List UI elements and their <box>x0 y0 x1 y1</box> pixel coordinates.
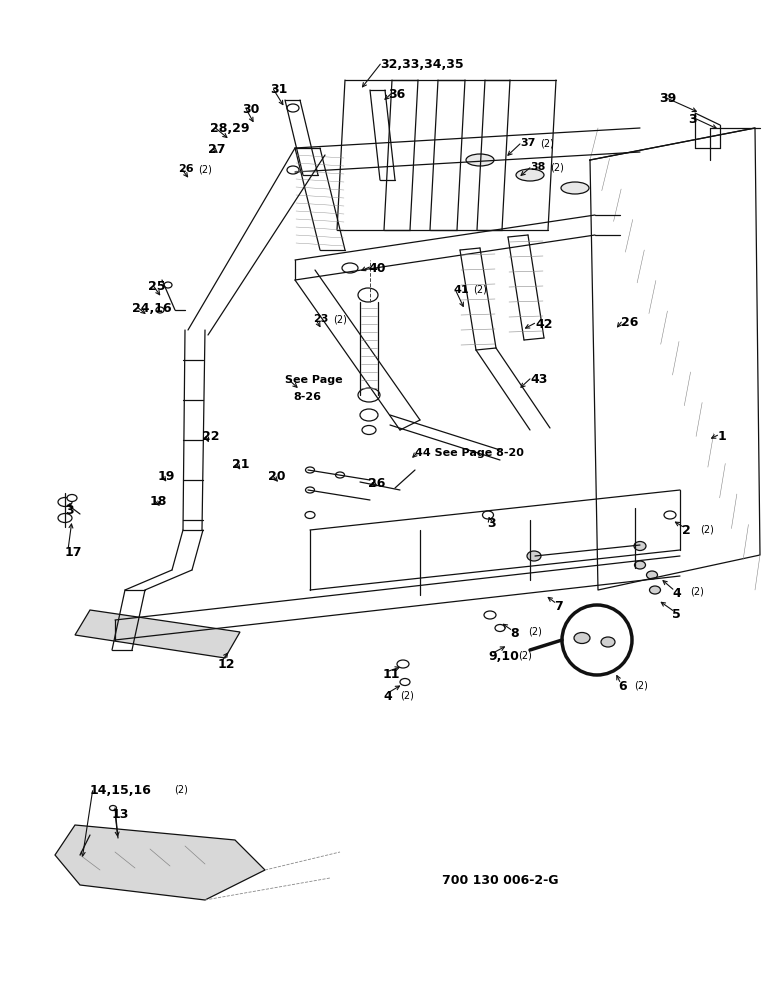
Ellipse shape <box>362 426 376 434</box>
Text: (2): (2) <box>198 164 212 174</box>
Text: (2): (2) <box>333 314 347 324</box>
Ellipse shape <box>306 487 314 493</box>
Ellipse shape <box>400 678 410 686</box>
Text: See Page: See Page <box>285 375 343 385</box>
Text: (2): (2) <box>528 627 542 637</box>
Text: (2): (2) <box>634 680 648 690</box>
Text: 5: 5 <box>672 608 681 621</box>
Ellipse shape <box>287 166 299 174</box>
Text: 41: 41 <box>453 285 469 295</box>
Ellipse shape <box>649 586 661 594</box>
Text: 13: 13 <box>112 808 130 821</box>
Text: 24,16: 24,16 <box>132 302 171 315</box>
Ellipse shape <box>306 467 314 473</box>
Text: (2): (2) <box>690 587 704 597</box>
Text: (2): (2) <box>174 784 188 794</box>
Text: 38: 38 <box>530 162 545 172</box>
Ellipse shape <box>561 182 589 194</box>
Polygon shape <box>55 825 265 900</box>
Text: 3: 3 <box>688 113 696 126</box>
Text: 7: 7 <box>554 600 563 613</box>
Text: 9,10: 9,10 <box>488 650 519 663</box>
Text: 36: 36 <box>388 88 405 101</box>
Text: 12: 12 <box>218 658 235 671</box>
Ellipse shape <box>287 104 299 112</box>
Ellipse shape <box>482 511 493 519</box>
Text: (2): (2) <box>540 138 554 148</box>
Ellipse shape <box>342 263 358 273</box>
Text: 19: 19 <box>158 470 175 483</box>
Ellipse shape <box>336 472 344 478</box>
Text: 8: 8 <box>510 627 519 640</box>
Ellipse shape <box>358 288 378 302</box>
Ellipse shape <box>67 494 77 502</box>
Text: 1: 1 <box>718 430 726 443</box>
Ellipse shape <box>164 282 172 288</box>
Text: (2): (2) <box>518 650 532 660</box>
Text: (2): (2) <box>700 524 714 534</box>
Ellipse shape <box>360 409 378 421</box>
Ellipse shape <box>646 571 658 579</box>
Ellipse shape <box>495 624 505 632</box>
Ellipse shape <box>574 633 590 644</box>
Text: 25: 25 <box>148 280 165 293</box>
Text: 20: 20 <box>268 470 286 483</box>
Text: 700 130 006-2-G: 700 130 006-2-G <box>442 874 558 887</box>
Text: 23: 23 <box>313 314 328 324</box>
Ellipse shape <box>484 611 496 619</box>
Text: 40: 40 <box>368 262 385 275</box>
Ellipse shape <box>466 154 494 166</box>
Text: 28,29: 28,29 <box>210 122 249 135</box>
Text: 30: 30 <box>242 103 259 116</box>
Text: (2): (2) <box>473 285 487 295</box>
Text: 21: 21 <box>232 458 249 471</box>
Text: 3: 3 <box>487 517 496 530</box>
Ellipse shape <box>358 388 380 402</box>
Text: 44 See Page 8-20: 44 See Page 8-20 <box>415 448 524 458</box>
Text: 31: 31 <box>270 83 287 96</box>
Text: 26: 26 <box>368 477 385 490</box>
Text: 42: 42 <box>535 318 553 331</box>
Text: 22: 22 <box>202 430 219 443</box>
Text: 43: 43 <box>530 373 547 386</box>
Text: 39: 39 <box>659 92 676 105</box>
Text: (2): (2) <box>550 162 564 172</box>
Text: 18: 18 <box>150 495 168 508</box>
Text: 6: 6 <box>618 680 627 693</box>
Polygon shape <box>75 610 240 658</box>
Ellipse shape <box>601 637 615 647</box>
Ellipse shape <box>305 512 315 518</box>
Text: 27: 27 <box>208 143 225 156</box>
Text: 4: 4 <box>672 587 681 600</box>
Text: 17: 17 <box>65 546 83 559</box>
Ellipse shape <box>527 551 541 561</box>
Text: (2): (2) <box>400 690 414 700</box>
Ellipse shape <box>635 561 645 569</box>
Ellipse shape <box>664 511 676 519</box>
Ellipse shape <box>397 660 409 668</box>
Text: 2: 2 <box>682 524 691 537</box>
Text: 26: 26 <box>178 164 194 174</box>
Ellipse shape <box>110 806 117 810</box>
Text: 8-26: 8-26 <box>293 392 321 402</box>
Text: 37: 37 <box>520 138 535 148</box>
Text: 3: 3 <box>65 504 73 517</box>
Ellipse shape <box>634 542 646 550</box>
Text: 4: 4 <box>383 690 391 703</box>
Ellipse shape <box>58 514 72 522</box>
Ellipse shape <box>516 169 544 181</box>
Ellipse shape <box>58 497 72 506</box>
Text: 14,15,16: 14,15,16 <box>90 784 152 797</box>
Text: 11: 11 <box>383 668 401 681</box>
Text: 26: 26 <box>621 316 638 329</box>
Text: 32,33,34,35: 32,33,34,35 <box>380 58 464 71</box>
Ellipse shape <box>156 307 164 313</box>
